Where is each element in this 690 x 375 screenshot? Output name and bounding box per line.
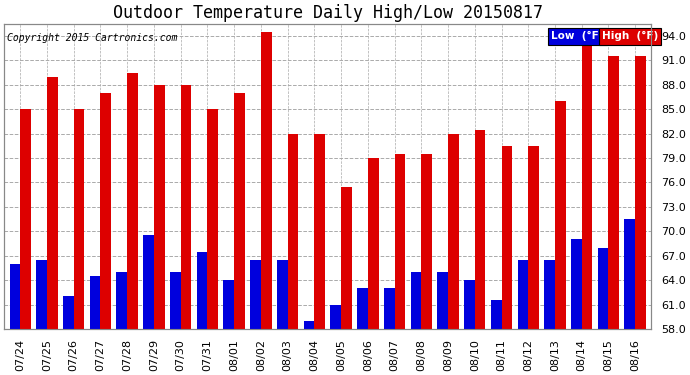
Bar [154, 85, 165, 329]
Bar [598, 248, 609, 329]
Bar [502, 146, 512, 329]
Bar [448, 134, 459, 329]
Bar [529, 146, 539, 329]
Bar [315, 134, 325, 329]
Bar [304, 321, 315, 329]
Bar [10, 264, 20, 329]
Bar [74, 109, 84, 329]
Bar [437, 272, 448, 329]
Bar [37, 260, 47, 329]
Bar [63, 296, 74, 329]
Bar [422, 154, 432, 329]
Bar [609, 56, 619, 329]
Bar [357, 288, 368, 329]
Bar [144, 236, 154, 329]
Bar [20, 109, 31, 329]
Bar [384, 288, 395, 329]
Bar [475, 129, 486, 329]
Bar [464, 280, 475, 329]
Bar [181, 85, 191, 329]
Bar [368, 158, 379, 329]
Bar [518, 260, 529, 329]
Text: High  (°F): High (°F) [602, 32, 658, 41]
Bar [341, 186, 352, 329]
Bar [47, 76, 58, 329]
Bar [582, 32, 593, 329]
Bar [250, 260, 261, 329]
Bar [277, 260, 288, 329]
Bar [288, 134, 298, 329]
Bar [635, 56, 646, 329]
Bar [544, 260, 555, 329]
Bar [331, 304, 341, 329]
Bar [127, 73, 138, 329]
Bar [261, 32, 272, 329]
Bar [571, 240, 582, 329]
Bar [197, 252, 208, 329]
Bar [624, 219, 635, 329]
Bar [491, 300, 502, 329]
Bar [117, 272, 127, 329]
Bar [555, 101, 566, 329]
Bar [224, 280, 234, 329]
Text: Low  (°F): Low (°F) [551, 32, 604, 41]
Bar [208, 109, 218, 329]
Bar [411, 272, 422, 329]
Bar [234, 93, 245, 329]
Bar [170, 272, 181, 329]
Title: Outdoor Temperature Daily High/Low 20150817: Outdoor Temperature Daily High/Low 20150… [112, 4, 543, 22]
Bar [395, 154, 405, 329]
Bar [90, 276, 101, 329]
Text: Copyright 2015 Cartronics.com: Copyright 2015 Cartronics.com [8, 33, 178, 43]
Bar [101, 93, 111, 329]
